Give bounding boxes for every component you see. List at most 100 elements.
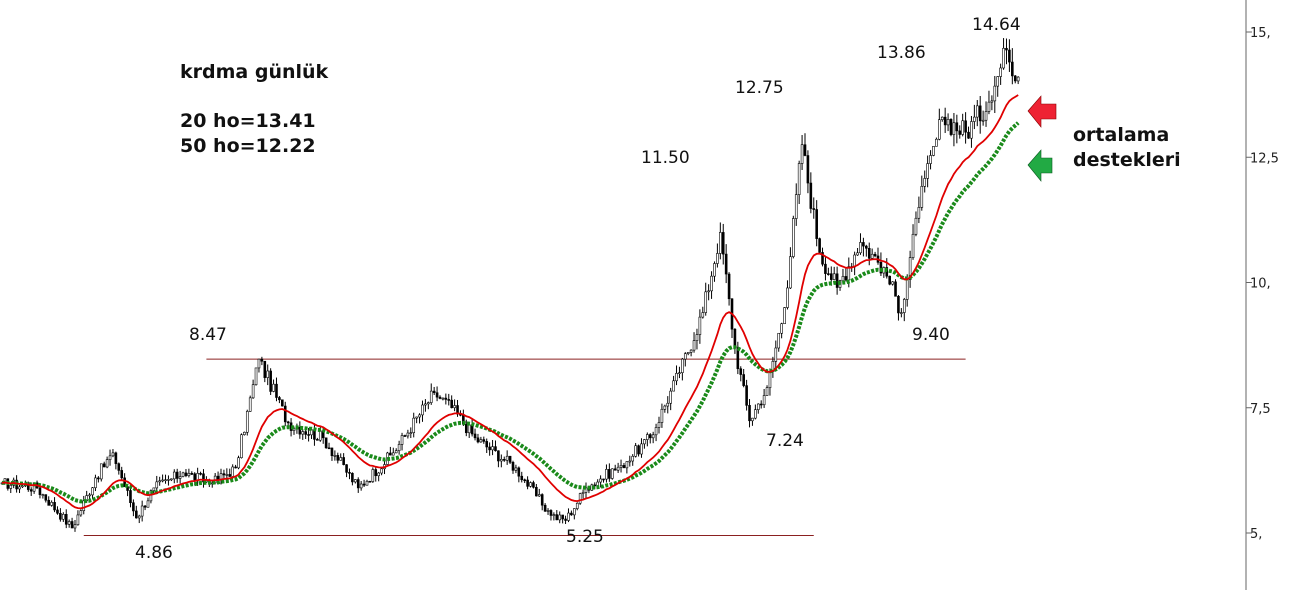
candle-body [704,291,708,313]
ma50-line [1,121,1020,504]
candle-body [724,253,728,275]
candle-body [940,116,944,121]
candle-body [137,515,141,519]
candle-body [987,101,991,112]
candle-body [713,263,716,277]
candle-body [859,242,862,254]
candle-body [82,500,86,511]
candle-body [371,469,375,482]
candle-body [511,461,515,471]
candle-body [751,417,754,422]
candle-body [497,450,500,462]
y-tick-label: 5, [1250,527,1262,542]
ma20-line [1,94,1019,510]
candle-body [841,276,845,281]
candle-body [973,116,976,122]
candle-body [254,367,258,386]
candle-body [447,399,451,401]
candle-body [155,481,159,489]
candle-body [581,492,585,494]
candle-body [990,100,994,103]
candle-body [570,512,573,516]
candle-body [681,358,684,373]
candle-body [736,347,740,370]
candle-body [657,422,661,428]
candle-body [879,262,883,274]
candle-body [240,434,243,459]
candle-body [9,485,13,489]
candle-body [257,358,261,369]
candle-body [914,217,918,235]
candle-body [316,439,319,441]
candle-body [359,483,363,489]
candle-body [494,446,497,452]
candle-body [143,505,147,508]
candle-body [117,463,121,471]
candle-body [716,253,719,264]
candle-body [672,380,675,392]
y-tick-label: 15, [1250,26,1271,41]
candle-body [905,279,909,300]
candle-body [829,273,833,280]
candle-body [739,368,743,375]
y-axis-ticks: 5, 7,5 10, 12,5 15, [1246,26,1279,542]
candle-body [44,494,48,501]
candle-body [64,514,68,525]
candle-body [967,131,970,139]
candle-body [555,514,559,521]
candle-body [260,358,264,362]
chart-title: krdma günlük [180,61,329,83]
candle-body [421,404,424,416]
candle-body [187,473,191,476]
candle-body [1002,47,1005,69]
candle-body [345,464,348,473]
candle-body [175,471,179,479]
candle-body [91,487,94,496]
candle-body [803,144,807,156]
candle-body [946,119,950,126]
candle-body [792,218,795,257]
candle-body [599,478,602,483]
candle-body [552,514,556,516]
candle-body [97,477,100,480]
candle-body [424,403,427,406]
candle-body [415,416,418,419]
candle-body [281,399,284,407]
annotation-low-3: 7.24 [766,431,804,451]
candle-body [996,76,1000,87]
candle-body [584,487,588,493]
candle-body [894,281,897,297]
candle-body [336,455,340,461]
candle-body [467,424,471,434]
candle-body [870,253,874,259]
candle-body [532,482,535,488]
candle-body [438,396,442,399]
candle-body [777,332,781,349]
candle-body [170,478,173,481]
candle-body [900,312,903,314]
candle-body [298,427,302,435]
candle-body [514,467,518,471]
candle-body [228,474,232,477]
green-arrow-icon [1027,149,1053,182]
y-tick-label: 10, [1250,277,1271,292]
candle-body [193,473,197,481]
candle-body [450,399,453,409]
candle-body [161,479,164,482]
candle-body [441,397,445,400]
candle-body [643,439,646,445]
candle-body [596,481,599,486]
candle-body [73,524,77,529]
candle-body [981,119,985,122]
candle-body [59,512,62,520]
candle-body [692,340,696,351]
candle-body [844,276,848,281]
candle-body [479,439,483,443]
candle-body [567,512,570,521]
candle-body [485,441,489,448]
candle-body [330,447,334,457]
candle-body [132,502,135,512]
candle-body [222,473,226,476]
candle-body [955,122,959,132]
candle-body [526,479,529,487]
